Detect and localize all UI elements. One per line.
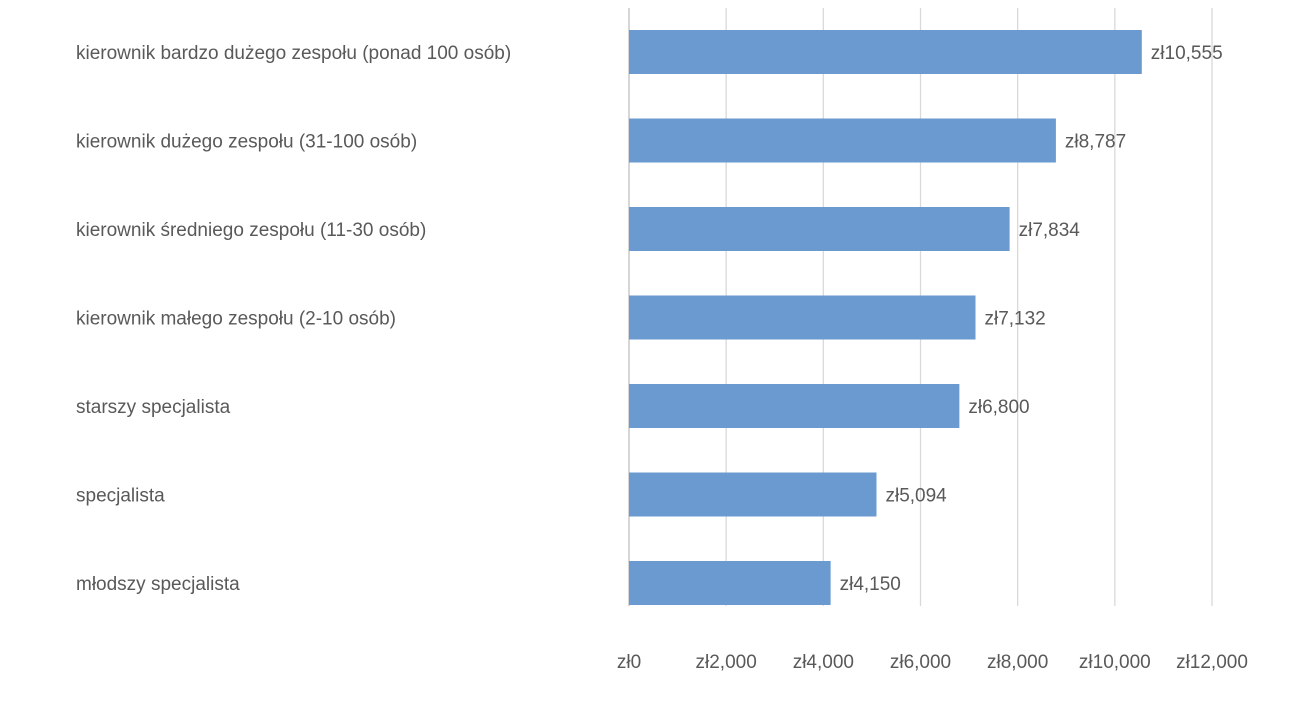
- bar: [629, 30, 1142, 74]
- bar: [629, 561, 831, 605]
- x-tick-label: zł10,000: [1079, 652, 1151, 673]
- category-label: kierownik małego zespołu (2-10 osób): [76, 309, 396, 330]
- x-tick-label: zł8,000: [987, 652, 1048, 673]
- category-label: kierownik bardzo dużego zespołu (ponad 1…: [76, 43, 511, 64]
- x-tick-label: zł6,000: [890, 652, 951, 673]
- data-label: zł6,800: [968, 397, 1029, 418]
- category-label: młodszy specjalista: [76, 574, 240, 595]
- bar: [629, 384, 960, 428]
- bars: [629, 30, 1142, 605]
- x-tick-label: zł12,000: [1176, 652, 1248, 673]
- category-label: starszy specjalista: [76, 397, 231, 418]
- data-label: zł5,094: [885, 486, 947, 507]
- data-label: zł7,132: [984, 309, 1045, 330]
- x-tick-label: zł0: [617, 652, 641, 673]
- x-tick-label: zł2,000: [696, 652, 757, 673]
- bar: [629, 118, 1056, 163]
- category-label: specjalista: [76, 486, 165, 507]
- value-labels: zł10,555 zł8,787 zł7,834 zł7,132 zł6,800 zł5,…: [840, 43, 1223, 595]
- data-label: zł4,150: [840, 574, 901, 595]
- bar: [629, 472, 877, 517]
- category-label: kierownik dużego zespołu (31-100 osób): [76, 132, 417, 153]
- x-tick-label: zł4,000: [793, 652, 854, 673]
- data-label: zł8,787: [1065, 132, 1126, 153]
- data-label: zł10,555: [1151, 43, 1223, 64]
- category-label: kierownik średniego zespołu (11-30 osób): [76, 220, 426, 241]
- category-labels: kierownik bardzo dużego zespołu (ponad 1…: [76, 43, 511, 595]
- data-label: zł7,834: [1019, 220, 1081, 241]
- x-axis-tick-labels: zł0 zł2,000 zł4,000 zł6,000 zł8,000 zł10,000 z…: [617, 652, 1248, 673]
- bar: [629, 295, 976, 340]
- bar: [629, 207, 1010, 251]
